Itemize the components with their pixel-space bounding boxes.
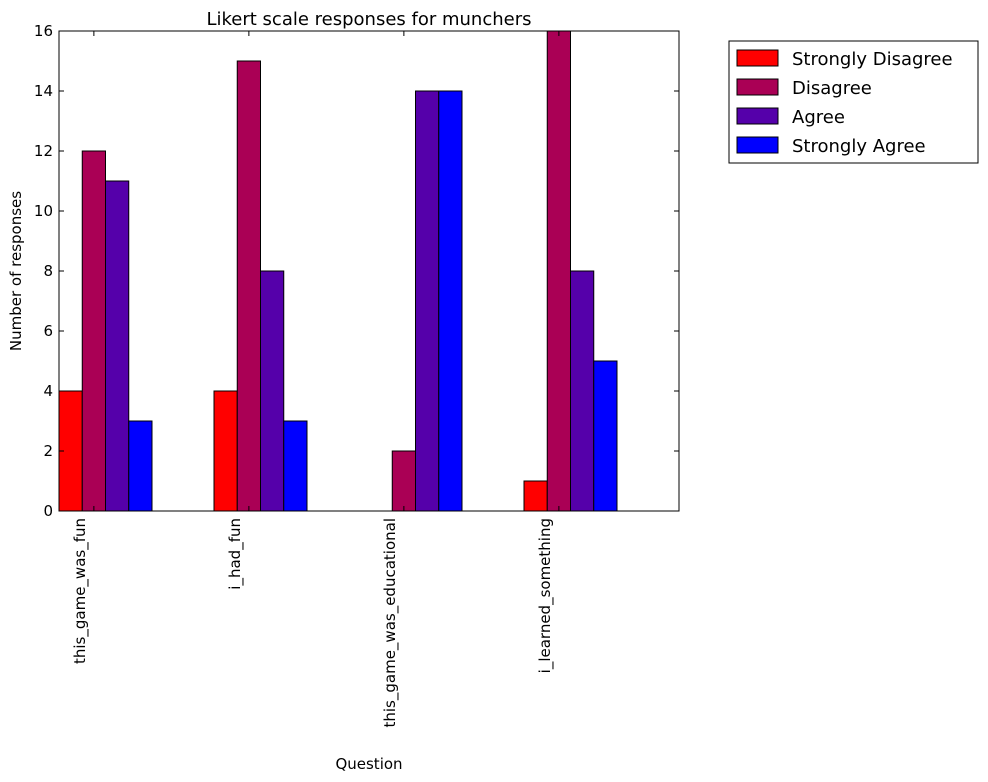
legend-swatch-disagree xyxy=(736,78,779,96)
y-tick-label: 4 xyxy=(43,382,53,400)
bar-strongly-agree-this-game-was-fun xyxy=(128,420,153,512)
bar-strongly-agree-i-had-fun xyxy=(283,420,308,512)
legend-swatch-strongly-agree xyxy=(736,136,779,154)
chart-title: Likert scale responses for munchers xyxy=(206,9,531,30)
bar-strongly-disagree-i-had-fun xyxy=(213,390,238,512)
y-tick-label: 2 xyxy=(43,442,53,460)
y-tick-label: 10 xyxy=(34,202,53,220)
legend-swatch-strongly-disagree xyxy=(736,49,779,67)
legend-label-strongly-disagree: Strongly Disagree xyxy=(792,49,953,70)
y-tick-label: 6 xyxy=(43,322,53,340)
x-tick-label-this-game-was-fun: this_game_was_fun xyxy=(71,518,90,664)
y-axis-label: Number of responses xyxy=(7,191,25,351)
plot-area-frame xyxy=(58,30,680,512)
legend: Strongly Disagree Disagree Agree Strongly A… xyxy=(728,40,979,164)
bar-strongly-agree-this-game-was-educational xyxy=(438,90,463,512)
bar-agree-this-game-was-fun xyxy=(105,180,130,512)
x-tick-label-i-learned-something: i_learned_something xyxy=(536,518,555,673)
bars-layer xyxy=(58,30,618,512)
y-tick-label: 16 xyxy=(34,22,53,40)
bar-strongly-agree-i-learned-something xyxy=(593,360,618,512)
x-tick-label-i-had-fun: i_had_fun xyxy=(226,518,245,590)
bar-strongly-disagree-i-learned-something xyxy=(523,480,548,512)
bar-disagree-this-game-was-educational xyxy=(391,450,416,512)
bar-disagree-this-game-was-fun xyxy=(81,150,106,512)
y-tick-label: 12 xyxy=(34,142,53,160)
bar-disagree-i-had-fun xyxy=(236,60,261,512)
bar-disagree-i-learned-something xyxy=(546,30,571,512)
y-tick-label: 0 xyxy=(43,502,53,520)
ticks-layer: 0 2 4 6 8 10 12 14 16 this_game_was_fun i_had_fun t… xyxy=(34,22,679,728)
legend-label-strongly-agree: Strongly Agree xyxy=(792,136,926,157)
bar-agree-this-game-was-educational xyxy=(415,90,440,512)
bar-agree-i-learned-something xyxy=(570,270,595,512)
y-tick-label: 14 xyxy=(34,82,53,100)
legend-label-agree: Agree xyxy=(792,107,845,128)
legend-swatch-agree xyxy=(736,107,779,125)
x-axis-label: Question xyxy=(335,755,402,773)
y-tick-label: 8 xyxy=(43,262,53,280)
x-tick-label-this-game-was-educational: this_game_was_educational xyxy=(381,518,400,728)
bar-agree-i-had-fun xyxy=(260,270,285,512)
legend-label-disagree: Disagree xyxy=(792,78,872,99)
